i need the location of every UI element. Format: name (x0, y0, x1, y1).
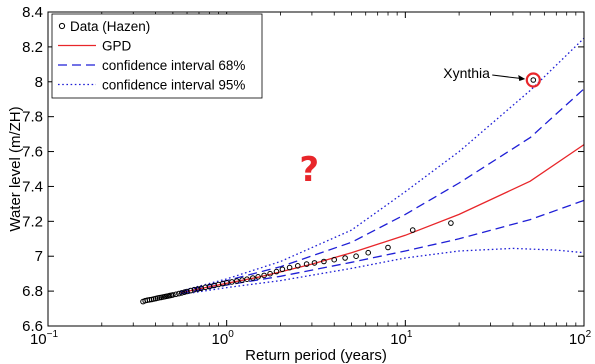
legend-label: confidence interval 95% (102, 78, 245, 93)
data-point (267, 270, 273, 277)
data-point (184, 288, 190, 295)
annotation-arrow (492, 74, 521, 79)
data-point (331, 256, 338, 263)
data-point (202, 284, 209, 291)
y-tick-label: 7 (35, 248, 43, 265)
x-tick-label: 10−1 (30, 329, 59, 348)
data-point (261, 272, 267, 279)
data-point (191, 286, 198, 293)
highlight-ring (525, 72, 541, 88)
data-point (188, 287, 194, 294)
x-axis-label: Return period (years) (245, 347, 387, 364)
data-point (295, 263, 301, 269)
data-point (409, 227, 416, 233)
data-point (353, 253, 359, 260)
legend-item-gpd: GPD (58, 39, 132, 54)
y-tick-label: 8 (35, 74, 43, 91)
data-point (385, 244, 391, 251)
data-point (365, 249, 372, 256)
curve-ci95_upper (180, 37, 585, 292)
curve-ci68_lower (180, 199, 585, 295)
legend-box (51, 13, 263, 99)
data-point (321, 258, 327, 265)
data-points-layer (140, 77, 537, 305)
data-point (311, 260, 318, 266)
x-tick-label: 101 (390, 329, 413, 348)
data-point (303, 261, 310, 267)
data-point (286, 264, 293, 271)
legend-marker-icon (58, 22, 66, 30)
annotations-layer: Xynthia ? (299, 65, 541, 190)
x-tick-label: 100 (212, 329, 235, 348)
data-point (273, 268, 280, 275)
curve-ci68_upper (180, 88, 585, 293)
annotation-xynthia: Xynthia (443, 65, 490, 81)
y-tick-label: 8.4 (22, 4, 43, 21)
y-tick-label: 7.2 (22, 213, 43, 230)
legend-item-data: Data (Hazen) (58, 19, 150, 34)
legend-label: confidence interval 68% (102, 58, 245, 73)
data-point (170, 292, 176, 298)
curve-gpd (180, 144, 585, 294)
plot-area-frame (47, 11, 585, 327)
data-point (255, 274, 261, 280)
legend-item-ci95: confidence interval 95% (58, 78, 245, 93)
data-point (279, 266, 286, 273)
data-point (448, 220, 454, 226)
y-tick-label: 8.2 (22, 39, 43, 56)
data-point (178, 290, 185, 296)
y-tick-label: 7.4 (22, 178, 43, 195)
data-point (342, 255, 348, 261)
data-point (234, 278, 240, 284)
legend-item-ci68: confidence interval 68% (58, 58, 245, 73)
data-point (223, 279, 230, 286)
data-point (176, 290, 182, 297)
x-tick-label: 102 (569, 329, 592, 348)
data-point (250, 275, 256, 281)
curve-ci95_lower (180, 247, 585, 296)
y-tick-label: 7.8 (22, 109, 43, 126)
axis-ticks-layer: 10−1 100 101 102 6.6 6.8 7 7.2 7.4 7.6 7.8 8 8.2 8.4 (22, 4, 591, 348)
legend: Data (Hazen) GPD confidence interval 68% co… (51, 13, 263, 99)
data-point (181, 289, 188, 296)
question-mark: ? (299, 150, 319, 190)
data-point (195, 286, 201, 292)
legend-label: Data (Hazen) (70, 19, 150, 34)
arrow-head-icon (518, 75, 526, 82)
data-point (244, 276, 250, 283)
y-tick-label: 6.8 (22, 283, 43, 300)
legend-label: GPD (102, 39, 132, 54)
data-point (173, 291, 179, 298)
y-tick-label: 6.6 (22, 318, 43, 335)
y-axis-label: Water level (m/ZH) (7, 106, 24, 231)
y-tick-label: 7.6 (22, 144, 43, 161)
data-point (530, 77, 537, 83)
